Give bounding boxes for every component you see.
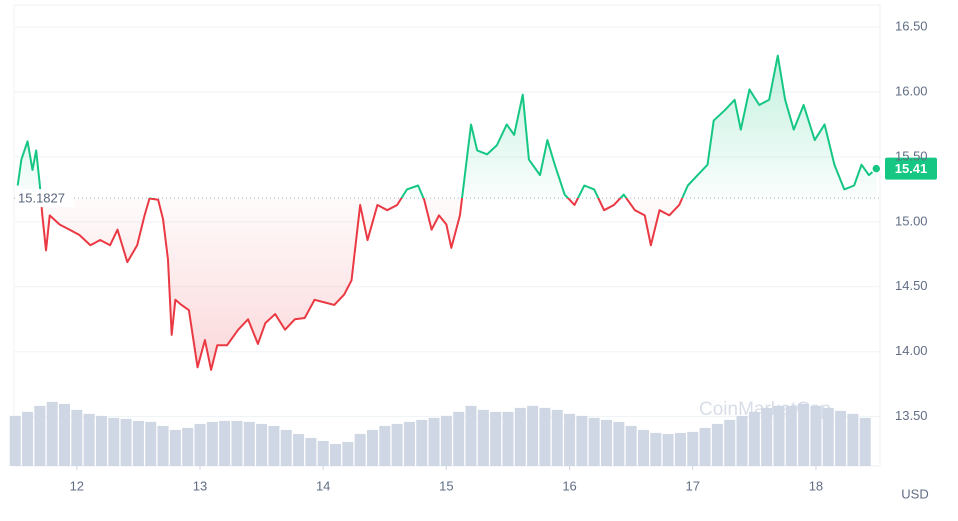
x-tick-label: 14 (316, 478, 330, 493)
volume-bar (354, 433, 366, 466)
volume-bar (157, 425, 169, 466)
baseline-label-bg (16, 189, 74, 208)
y-tick-label: 15.00 (895, 213, 928, 228)
y-tick-label: 15.50 (895, 148, 928, 163)
volume-bar (810, 405, 822, 466)
volume-bar (120, 418, 132, 466)
price-line (16, 54, 877, 371)
volume-bar (95, 415, 107, 466)
volume-bar (268, 425, 280, 466)
volume-bar (194, 423, 206, 466)
volume-bar (601, 419, 613, 466)
volume-bar (736, 415, 748, 466)
last-point (871, 163, 882, 174)
volume-bar (514, 407, 526, 466)
volume-bar (564, 413, 576, 466)
volume-bar (243, 421, 255, 466)
y-tick-label: 16.50 (895, 19, 928, 34)
volume-bar (527, 405, 539, 466)
volume-bar (256, 423, 268, 466)
volume-bar (145, 421, 157, 466)
volume-bar (231, 420, 243, 466)
volume-bar (305, 437, 317, 466)
volume-bar (330, 443, 342, 466)
volume-bar (539, 407, 551, 466)
last-price-label: 15.41 (895, 161, 928, 176)
volume-bar (379, 425, 391, 466)
volume-bar (465, 405, 477, 466)
volume-bar (83, 413, 95, 466)
volume-bar (428, 417, 440, 466)
last-price-tag (885, 157, 937, 180)
volume-bar (71, 409, 83, 466)
x-tick-label: 15 (439, 478, 453, 493)
volume-bar (391, 423, 403, 466)
y-tick-label: 13.50 (895, 408, 928, 423)
plot-frame (13, 4, 881, 467)
volume-bar (551, 409, 563, 466)
y-tick-label: 14.00 (895, 343, 928, 358)
volume-bar (613, 421, 625, 466)
volume-bar (687, 431, 699, 466)
volume-bar (847, 413, 859, 466)
volume-bar (490, 411, 502, 466)
y-tick-label: 16.00 (895, 83, 928, 98)
volume-bar (785, 405, 797, 466)
volume-bar (477, 409, 489, 466)
volume-bar (182, 427, 194, 466)
volume-bar (502, 411, 514, 466)
x-tick-label: 13 (193, 478, 207, 493)
volume-bar (576, 415, 588, 466)
volume-bar (674, 432, 686, 466)
volume-bar (440, 415, 452, 466)
volume-bar (748, 411, 760, 466)
volume-bar (650, 432, 662, 466)
volume-bar (403, 421, 415, 466)
y-unit: USD (901, 486, 928, 501)
volume-bar (798, 403, 810, 466)
volume-bar (453, 411, 465, 466)
price-area (17, 55, 877, 370)
volume-bar (662, 433, 674, 466)
volume-bar (342, 441, 354, 466)
volume-bar (711, 423, 723, 466)
volume-bar (637, 429, 649, 466)
x-tick-label: 16 (562, 478, 576, 493)
volume-bar (366, 429, 378, 466)
x-tick-label: 17 (686, 478, 700, 493)
volume-bar (699, 427, 711, 466)
y-tick-label: 14.50 (895, 278, 928, 293)
volume-bar (416, 419, 428, 466)
volume-bar (588, 417, 600, 466)
volume-bar (761, 407, 773, 466)
volume-bar (22, 411, 34, 466)
volume-bar (859, 417, 871, 466)
volume-bar (46, 401, 58, 466)
volume-bar (169, 429, 181, 466)
volume-bar (280, 429, 292, 466)
volume-bar (822, 407, 834, 466)
volume-bar (219, 420, 231, 466)
volume-bar (835, 410, 847, 466)
x-tick-label: 18 (809, 478, 823, 493)
watermark: CoinMarketCap (699, 399, 831, 420)
volume-bar (108, 417, 120, 466)
volume-bar (34, 405, 46, 466)
volume-bar (9, 415, 21, 466)
volume-bar (59, 403, 71, 466)
baseline-label: 15.1827 (18, 191, 65, 206)
x-tick-label: 12 (70, 478, 84, 493)
volume-bar (132, 420, 144, 466)
volume-bar (317, 440, 329, 466)
volume-bar (206, 421, 218, 466)
volume-bar (724, 419, 736, 466)
volume-bar (773, 405, 785, 466)
volume-bar (625, 425, 637, 466)
volume-bar (293, 433, 305, 466)
